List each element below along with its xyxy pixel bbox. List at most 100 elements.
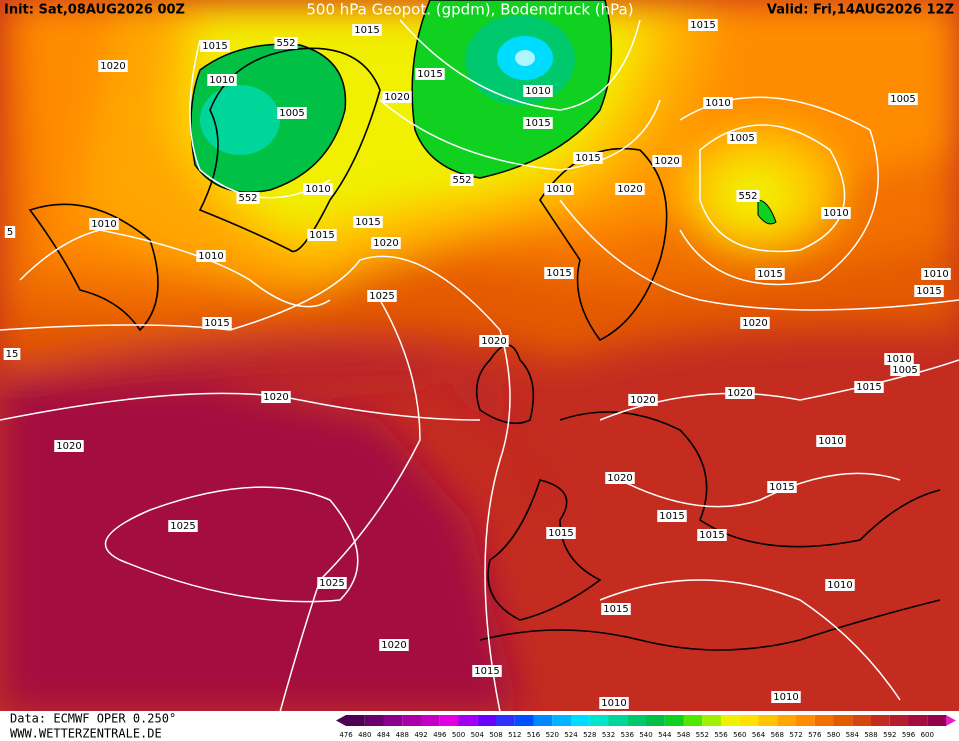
legend-swatch <box>533 715 553 726</box>
legend-arrow-low <box>336 715 346 726</box>
legend-value: 540 <box>639 731 652 739</box>
data-source: Data: ECMWF OPER 0.250° <box>10 712 176 726</box>
legend-swatch <box>833 715 853 726</box>
contour-label: 1015 <box>309 230 334 241</box>
legend-swatch <box>664 715 684 726</box>
contour-label: 1015 <box>417 69 442 80</box>
legend-swatch <box>927 715 946 726</box>
legend-value: 496 <box>433 731 447 739</box>
contour-label: 1020 <box>727 388 752 399</box>
contour-label: 1025 <box>369 291 394 302</box>
contour-label: 1020 <box>617 184 642 195</box>
legend-swatch <box>814 715 834 726</box>
contour-label: 1005 <box>892 365 917 376</box>
contour-label: 1015 <box>757 269 782 280</box>
legend-value: 516 <box>527 731 541 739</box>
contour-label-box <box>703 97 733 109</box>
contour-label-box <box>523 117 553 129</box>
contour-label-box <box>353 216 383 228</box>
contour-label-box <box>736 190 760 202</box>
contour-label-box <box>816 435 846 447</box>
contour-label-box <box>371 237 401 249</box>
contour-label: 1015 <box>474 666 499 677</box>
contour-label-box <box>207 74 237 86</box>
map-title: 500 hPa Geopot. (gpdm), Bodendruck (hPa) <box>306 1 633 19</box>
contour-label: 1015 <box>699 530 724 541</box>
contour-label-box <box>261 391 291 403</box>
contour-label: 1015 <box>856 382 881 393</box>
contour-label-box <box>921 268 951 280</box>
contour-label: 1020 <box>381 640 406 651</box>
legend-swatch <box>589 715 609 726</box>
legend-value: 484 <box>377 731 391 739</box>
legend-value: 488 <box>396 731 409 739</box>
contour-label: 1010 <box>923 269 948 280</box>
contour-label-box <box>317 577 347 589</box>
legend-swatch <box>571 715 590 726</box>
contour-label-box <box>307 229 337 241</box>
legend-value: 568 <box>771 731 784 739</box>
contour-label-box <box>657 510 687 522</box>
contour-label: 1020 <box>654 156 679 167</box>
legend-swatch <box>439 715 459 726</box>
legend-value: 576 <box>808 731 822 739</box>
contour-label-box <box>601 603 631 615</box>
legend-value: 596 <box>902 731 916 739</box>
contour-label-box <box>888 93 918 105</box>
legend-value: 564 <box>752 731 766 739</box>
contour-label-box <box>767 481 797 493</box>
contour-label-box <box>3 348 21 360</box>
contour-label-box <box>544 183 574 195</box>
contour-label-box <box>546 527 576 539</box>
contour-label-box <box>200 40 230 52</box>
legend-swatch <box>908 715 928 726</box>
legend-swatch <box>477 715 496 726</box>
contour-label: 1015 <box>202 41 227 52</box>
legend-value: 588 <box>864 731 877 739</box>
contour-label: 1015 <box>916 286 941 297</box>
contour-label-box <box>544 267 574 279</box>
contour-label-box <box>98 60 128 72</box>
contour-label-box <box>755 268 785 280</box>
contour-label-box <box>54 440 84 452</box>
legend-swatch <box>421 715 440 726</box>
legend-swatch <box>871 715 890 726</box>
legend-swatch <box>777 715 796 726</box>
legend-swatch <box>721 715 740 726</box>
contour-label-box <box>615 183 645 195</box>
contour-label-box <box>202 317 232 329</box>
contour-label: 1015 <box>546 268 571 279</box>
contour-label-box <box>352 24 382 36</box>
contour-label: 1015 <box>690 20 715 31</box>
contour-label-box <box>890 364 920 376</box>
contour-label-box <box>825 579 855 591</box>
legend-swatch <box>346 715 365 726</box>
contour-label: 1010 <box>601 698 626 709</box>
contour-label: 1010 <box>209 75 234 86</box>
legend-value: 508 <box>489 731 502 739</box>
contour-label-box <box>605 472 635 484</box>
legend-value: 504 <box>471 731 485 739</box>
init-time: Init: Sat,08AUG2026 00Z <box>4 3 185 18</box>
contour-label: 1015 <box>603 604 628 615</box>
legend-swatch <box>608 715 628 726</box>
contour-label-box <box>628 394 658 406</box>
legend-swatch <box>683 715 703 726</box>
legend-swatch <box>852 715 871 726</box>
contour-label-box <box>4 226 16 238</box>
contour-label-box <box>821 207 851 219</box>
contour-label-box <box>472 665 502 677</box>
legend-swatch <box>514 715 534 726</box>
legend-value: 560 <box>733 731 746 739</box>
legend-value: 592 <box>883 731 896 739</box>
contour-label-box <box>274 37 298 49</box>
contour-label: 1020 <box>373 238 398 249</box>
legend-swatch <box>402 715 421 726</box>
legend-value: 572 <box>789 731 802 739</box>
contour-label: 1010 <box>827 580 852 591</box>
legend-value: 580 <box>827 731 840 739</box>
contour-label-box <box>479 335 509 347</box>
contour-label: 1010 <box>525 86 550 97</box>
